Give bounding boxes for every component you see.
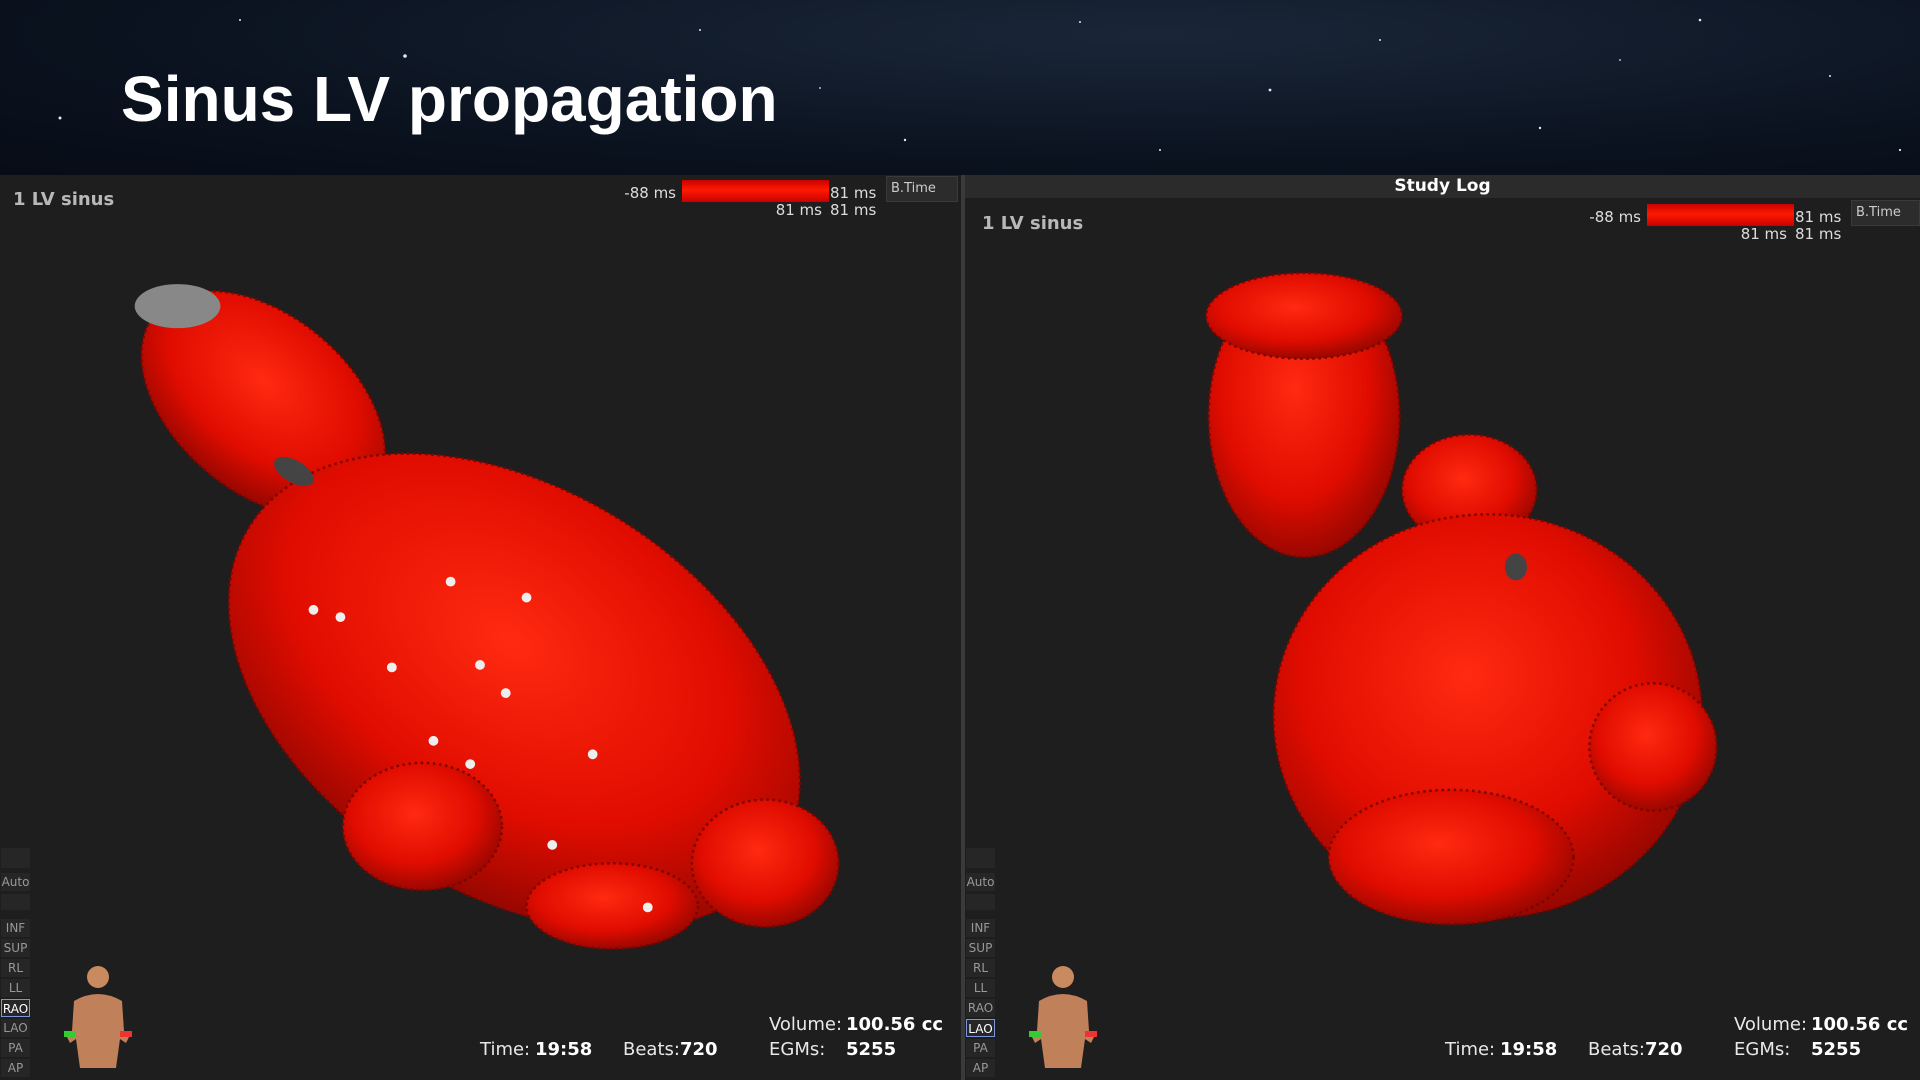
view-dot <box>966 894 995 910</box>
view-button[interactable]: PA <box>966 1039 995 1057</box>
view-button[interactable]: LL <box>1 979 30 997</box>
volume-label: Volume: <box>769 1014 843 1035</box>
scale-min: -88 ms <box>1589 208 1641 226</box>
map-panel: 1 LV sinus -88 ms 81 ms 81 ms 81 ms B.Time Aut… <box>0 175 961 1080</box>
view-button[interactable]: PA <box>1 1039 30 1057</box>
view-button[interactable]: RL <box>1 959 30 977</box>
starfield <box>58 18 1902 152</box>
beats-value: 720 <box>1645 1039 1683 1060</box>
view-button[interactable]: RAO <box>1 999 30 1017</box>
view-button[interactable]: Auto <box>966 873 995 891</box>
torso-orientation <box>64 961 132 1072</box>
study-log-header: Study Log <box>965 175 1920 198</box>
beats-label: Beats: <box>623 1039 680 1060</box>
view-dot <box>1 894 30 910</box>
scale-bar <box>682 180 829 202</box>
view-button[interactable]: INF <box>1 919 30 937</box>
map-panel: 1 LV sinus -88 ms 81 ms 81 ms 81 ms B.Time Aut… <box>965 175 1920 1080</box>
beats-label: Beats: <box>1588 1039 1645 1060</box>
time-value: 19:58 <box>1500 1039 1558 1060</box>
time-value: 19:58 <box>535 1039 593 1060</box>
time-label: Time: <box>480 1039 531 1060</box>
scale-max: 81 ms <box>830 184 877 202</box>
tool-icon <box>966 848 995 868</box>
scale-bar <box>1647 204 1794 226</box>
scale-min: -88 ms <box>624 184 676 202</box>
egms-value: 5255 <box>1811 1039 1862 1060</box>
slide-title: Sinus LV propagation <box>121 63 778 135</box>
stars <box>58 18 1902 152</box>
view-button[interactable]: LAO <box>1 1019 30 1037</box>
torso-orientation <box>1029 961 1097 1072</box>
volume-value: 100.56 cc <box>846 1014 944 1035</box>
egms-value: 5255 <box>846 1039 897 1060</box>
volume-label: Volume: <box>1734 1014 1808 1035</box>
header-band: Sinus LV propagation <box>0 0 1920 175</box>
tool-icon <box>1 848 30 868</box>
mode-dropdown[interactable]: B.Time <box>1851 200 1920 226</box>
view-button[interactable]: SUP <box>1 939 30 957</box>
beats-value: 720 <box>680 1039 718 1060</box>
view-button[interactable]: AP <box>966 1059 995 1077</box>
view-button[interactable]: Auto <box>1 873 30 891</box>
view-button[interactable]: RAO <box>966 999 995 1017</box>
scale-sub: 81 ms <box>1795 225 1842 243</box>
view-button[interactable]: LAO <box>966 1019 995 1037</box>
volume-value: 100.56 cc <box>1811 1014 1909 1035</box>
scale-sub: 81 ms <box>830 201 877 219</box>
view-button[interactable]: INF <box>966 919 995 937</box>
scale-sub: 81 ms <box>775 201 822 219</box>
map-name: 1 LV sinus <box>13 189 115 210</box>
scale-max: 81 ms <box>1795 208 1842 226</box>
view-button[interactable]: RL <box>966 959 995 977</box>
view-button[interactable]: LL <box>966 979 995 997</box>
egms-label: EGMs: <box>769 1039 826 1060</box>
mode-dropdown[interactable]: B.Time <box>886 176 958 202</box>
scale-sub: 81 ms <box>1740 225 1787 243</box>
map-name: 1 LV sinus <box>982 213 1084 234</box>
egms-label: EGMs: <box>1734 1039 1791 1060</box>
divider <box>961 175 965 1080</box>
view-button[interactable]: AP <box>1 1059 30 1077</box>
time-label: Time: <box>1445 1039 1496 1060</box>
view-button[interactable]: SUP <box>966 939 995 957</box>
